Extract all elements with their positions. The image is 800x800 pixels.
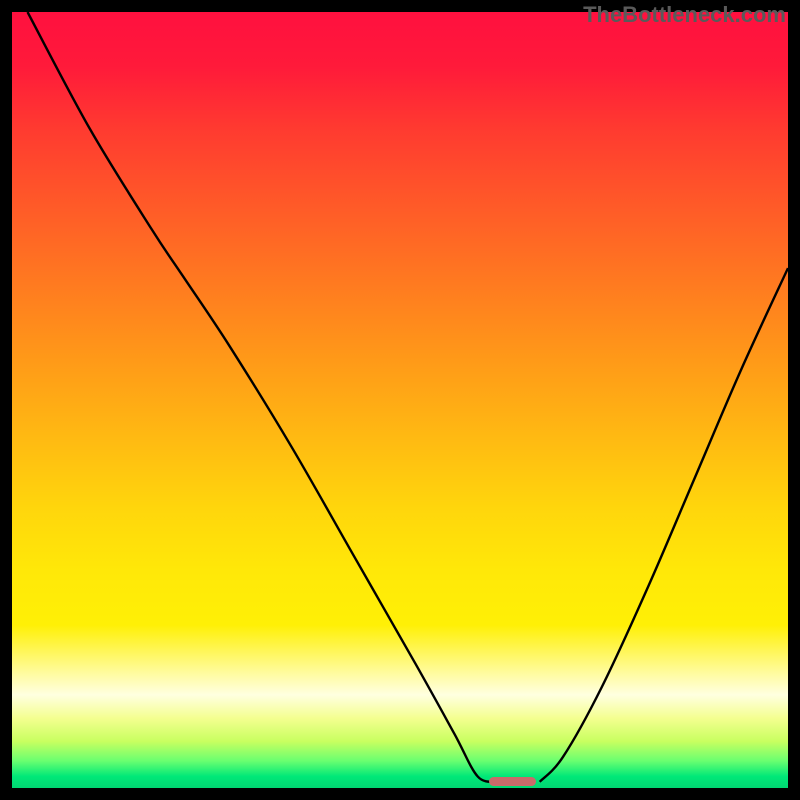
chart-plot-area [12, 12, 788, 788]
bottleneck-marker [489, 777, 536, 786]
right-curve [540, 268, 788, 782]
curve-layer [12, 12, 788, 788]
left-curve [28, 12, 497, 782]
watermark-text: TheBottleneck.com [583, 2, 786, 28]
